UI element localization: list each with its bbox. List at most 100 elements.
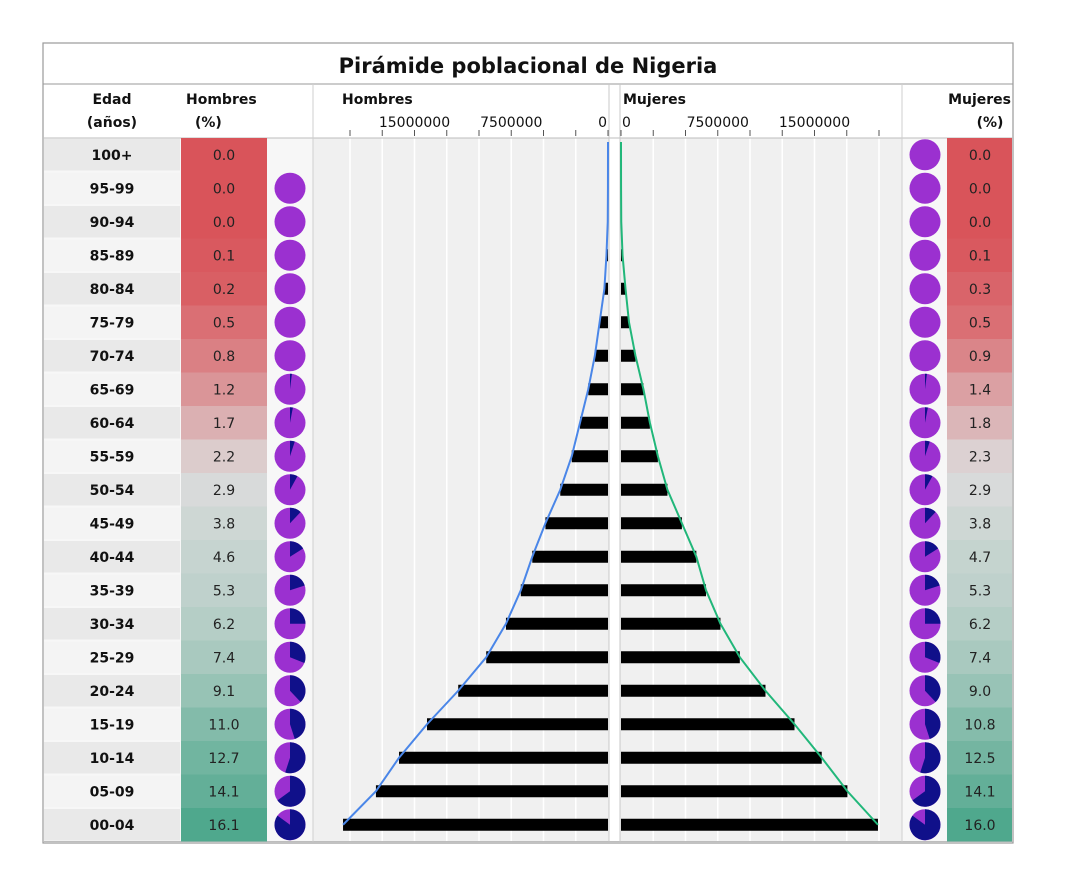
women-pct-label: 0.9 xyxy=(969,349,991,365)
women-pct-label: 0.0 xyxy=(969,148,991,164)
men-bar xyxy=(375,785,608,798)
women-pie-slice xyxy=(909,809,941,841)
men-bar xyxy=(520,584,608,597)
men-pie-slice xyxy=(290,440,295,457)
age-label: 95-99 xyxy=(90,181,135,197)
age-cell xyxy=(44,608,180,640)
women-pct-cell xyxy=(947,640,1012,674)
women-pct-label: 12.5 xyxy=(964,751,995,767)
women-pie-slice xyxy=(925,373,927,390)
men-pct-label: 1.2 xyxy=(213,382,235,398)
age-header-line1: Edad xyxy=(92,92,131,108)
men-pct-label: 0.0 xyxy=(213,181,235,197)
women-pie-slice xyxy=(925,474,933,490)
women-bar xyxy=(621,751,822,764)
women-pie-slice xyxy=(920,742,941,774)
women-pct-cell xyxy=(947,305,1012,339)
men-pct-label: 4.6 xyxy=(213,550,235,566)
age-label: 75-79 xyxy=(90,315,135,331)
men-pct-label: 3.8 xyxy=(213,516,235,532)
men-pct-label: 6.2 xyxy=(213,617,235,633)
women-pct-cell xyxy=(947,339,1012,373)
women-pct-cell xyxy=(947,205,1012,239)
age-label: 90-94 xyxy=(90,215,135,231)
men-bar xyxy=(486,651,608,664)
women-bar xyxy=(621,383,644,396)
women-pct-header-line1: Mujeres xyxy=(948,92,1011,108)
men-bar xyxy=(545,517,608,530)
age-cell xyxy=(44,172,180,204)
men-pct-label: 12.7 xyxy=(208,751,239,767)
men-pie xyxy=(274,273,306,305)
women-pie xyxy=(909,239,941,271)
trend-lines xyxy=(342,141,879,826)
age-label: 85-89 xyxy=(90,248,135,264)
men-pct-cell xyxy=(181,607,267,641)
women-tick-label: 7500000 xyxy=(687,115,749,131)
men-pie-slice xyxy=(290,608,306,624)
women-pct-label: 1.4 xyxy=(969,382,991,398)
women-bar xyxy=(621,718,795,731)
women-pct-cell xyxy=(947,272,1012,306)
age-cell xyxy=(44,206,180,238)
women-pct-label: 0.5 xyxy=(969,315,991,331)
men-bar xyxy=(571,450,608,463)
women-pct-label: 3.8 xyxy=(969,516,991,532)
women-pie-slice xyxy=(925,675,941,703)
women-bar xyxy=(621,684,766,697)
men-pie-slice xyxy=(290,708,306,739)
women-pct-header-line2: (%) xyxy=(977,115,1004,131)
men-bar xyxy=(604,282,608,295)
men-pct-label: 0.0 xyxy=(213,148,235,164)
men-pct-header-line2: (%) xyxy=(195,115,222,131)
men-pie-slice xyxy=(290,373,292,390)
women-pct-label: 4.7 xyxy=(969,550,991,566)
women-bar xyxy=(621,316,629,329)
age-header-line2: (años) xyxy=(87,115,137,131)
men-bar xyxy=(399,751,608,764)
age-cell xyxy=(44,574,180,606)
women-pct-cell xyxy=(947,540,1012,574)
chart-title: Pirámide poblacional de Nigeria xyxy=(339,54,718,78)
women-pct-cell xyxy=(947,607,1012,641)
women-pie-slice xyxy=(925,608,941,624)
women-bar xyxy=(621,517,682,530)
age-cell xyxy=(44,708,180,740)
women-pct-cell xyxy=(947,573,1012,607)
men-bar xyxy=(594,349,608,362)
men-pct-label: 5.3 xyxy=(213,583,235,599)
men-pie-slice xyxy=(290,574,305,591)
men-pct-cell xyxy=(181,339,267,373)
age-cell xyxy=(44,239,180,271)
women-pie-slice xyxy=(925,507,936,524)
women-pct-cell xyxy=(947,741,1012,775)
men-axis-title: Hombres xyxy=(342,92,413,108)
women-pie-slice xyxy=(912,775,941,807)
women-pie xyxy=(909,139,941,171)
age-label: 30-34 xyxy=(90,617,135,633)
men-pct-label: 11.0 xyxy=(208,717,239,733)
women-bar xyxy=(621,282,626,295)
age-cell xyxy=(44,675,180,707)
age-label: 05-09 xyxy=(90,784,135,800)
row-table: 100+ 0.0 0.0 95-99 0.0 0.0 90-94 0.0 0.0 85-89 0.1… xyxy=(44,138,1012,842)
men-pct-label: 0.8 xyxy=(213,349,235,365)
men-bar xyxy=(532,550,608,563)
age-label: 15-19 xyxy=(90,717,135,733)
men-pie-slice xyxy=(290,474,298,490)
women-pct-label: 0.1 xyxy=(969,248,991,264)
women-bar xyxy=(621,617,721,630)
men-pct-cell xyxy=(181,205,267,239)
women-pct-label: 0.3 xyxy=(969,282,991,298)
men-bar xyxy=(588,383,608,396)
age-label: 10-14 xyxy=(90,751,135,767)
men-pct-label: 14.1 xyxy=(208,784,239,800)
men-pie-slice xyxy=(290,541,304,557)
women-pct-label: 14.1 xyxy=(964,784,995,800)
women-pie-slice xyxy=(925,407,928,423)
men-pie-slice xyxy=(274,809,306,841)
age-label: 00-04 xyxy=(90,818,135,834)
women-trend-line xyxy=(620,141,879,826)
women-pie-slice xyxy=(925,574,940,591)
